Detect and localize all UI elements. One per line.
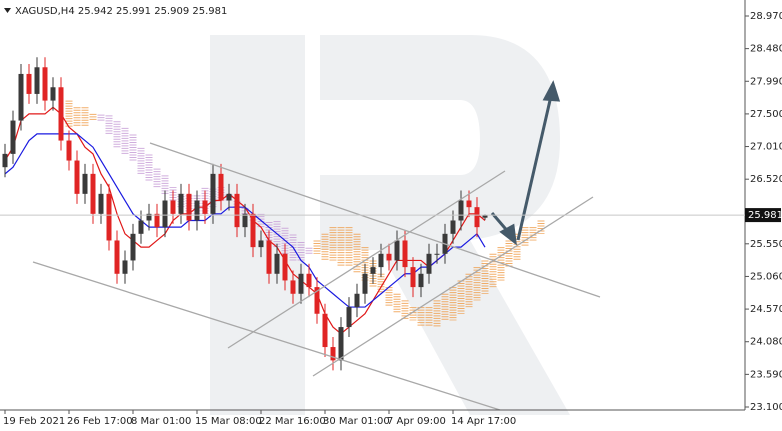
drawings (32, 142, 601, 411)
candle-body (266, 240, 272, 274)
candle-body (98, 193, 104, 214)
candle-body (202, 200, 208, 214)
y-tick-label: 27.990 (750, 76, 782, 87)
candle-body (66, 140, 72, 161)
candle-body (210, 173, 216, 214)
y-tick-label: 24.570 (750, 304, 782, 315)
candle-body (434, 253, 440, 255)
x-tick-label: 30 Mar 01:00 (323, 416, 390, 427)
candle-body (130, 233, 136, 261)
y-tick-label: 28.480 (750, 44, 782, 55)
y-tick-label: 25.550 (750, 239, 782, 250)
candle-body (458, 200, 464, 221)
candle-body (306, 273, 312, 288)
candle-body (34, 67, 40, 94)
arrow-head (499, 223, 517, 246)
x-tick-label: 19 Feb 2021 (3, 416, 65, 427)
channel-line (312, 196, 594, 377)
y-tick-label: 23.590 (750, 369, 782, 380)
candle-body (274, 253, 280, 274)
y-tick-label: 25.060 (750, 271, 782, 282)
y-tick-label: 23.100 (750, 402, 782, 413)
chart-title: XAGUSD,H4 25.942 25.991 25.909 25.981 (15, 6, 227, 17)
candle-body (354, 293, 360, 308)
candle-body (258, 240, 264, 248)
candle-body (394, 240, 400, 261)
candle-body (450, 220, 456, 234)
y-tick-label: 26.520 (750, 174, 782, 185)
candle-body (314, 287, 320, 314)
x-tick-label: 26 Feb 17:00 (67, 416, 133, 427)
candle-body (42, 67, 48, 101)
candle-body (186, 193, 192, 221)
candle-body (370, 267, 376, 274)
candle-body (378, 253, 384, 268)
candle-body (402, 240, 408, 268)
candle-body (18, 73, 24, 121)
candle-body (162, 200, 168, 228)
candle-body (226, 193, 232, 201)
candle-body (114, 240, 120, 274)
candle-body (10, 120, 16, 154)
candle-body (298, 273, 304, 294)
candle-body (58, 87, 64, 141)
arrow-head (542, 80, 561, 102)
channel-line (149, 142, 601, 298)
candle-body (482, 215, 488, 218)
candle-body (418, 273, 424, 288)
candle-body (346, 307, 352, 328)
last-price-label: 25.981 (748, 210, 782, 221)
candle-body (250, 213, 256, 248)
candle-body (74, 160, 80, 194)
candle-body (26, 73, 32, 94)
arrow (516, 95, 553, 241)
y-tick-label: 28.970 (750, 11, 782, 22)
y-tick-label: 27.500 (750, 109, 782, 120)
x-tick-label: 15 Mar 08:00 (195, 416, 262, 427)
candle-body (282, 253, 288, 281)
candle-body (466, 200, 472, 208)
candle-body (362, 273, 368, 294)
candle-body (194, 200, 200, 221)
candle-body (426, 253, 432, 274)
candle-body (290, 280, 296, 294)
x-tick-label: 8 Mar 01:00 (131, 416, 191, 427)
candle-body (322, 313, 328, 348)
forecast-arrows (490, 80, 561, 246)
candle-body (2, 153, 8, 168)
candle-body (50, 87, 56, 101)
candle-body (178, 193, 184, 214)
candle-body (82, 173, 88, 194)
candle-body (170, 200, 176, 214)
x-tick-label: 22 Mar 16:00 (259, 416, 326, 427)
candle-body (386, 253, 392, 261)
candle-body (138, 220, 144, 234)
candle-body (146, 213, 152, 221)
candle-body (90, 173, 96, 214)
menu-icon (4, 8, 11, 13)
candle-body (106, 193, 112, 241)
channel-line (32, 261, 501, 411)
last-price-box (745, 208, 781, 223)
candle-body (122, 260, 128, 274)
y-tick-label: 24.080 (750, 337, 782, 348)
candle-body (234, 193, 240, 228)
candle-body (218, 173, 224, 201)
candle-body (474, 207, 480, 228)
candle-body (410, 267, 416, 288)
candle-body (330, 347, 336, 361)
candle-body (242, 213, 248, 228)
x-tick-label: 14 Apr 17:00 (451, 416, 516, 427)
x-tick-label: 7 Apr 09:00 (387, 416, 446, 427)
candle-body (154, 213, 160, 228)
candle-body (338, 327, 344, 361)
y-tick-label: 27.010 (750, 142, 782, 153)
channel-line (227, 170, 506, 349)
